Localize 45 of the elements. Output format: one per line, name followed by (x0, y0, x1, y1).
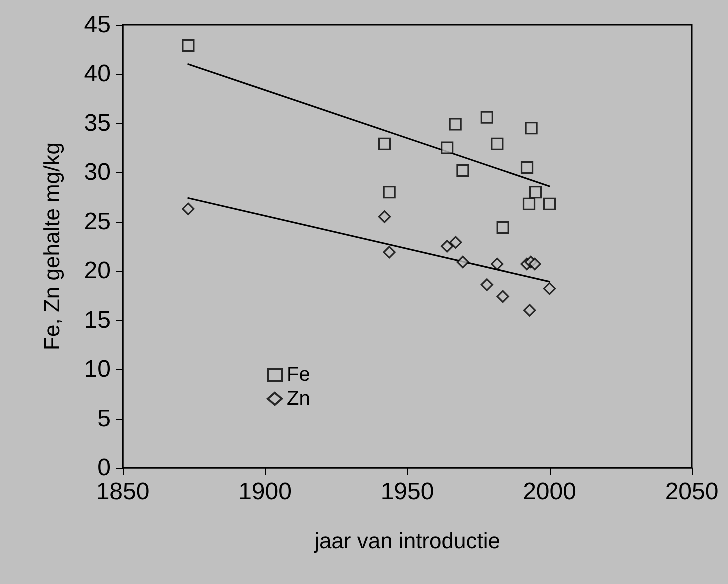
point (383, 246, 396, 259)
y-tick-label: 35 (84, 110, 111, 137)
point (378, 138, 392, 150)
x-tick-label: 1900 (238, 478, 292, 506)
y-tick-label: 40 (84, 60, 111, 88)
y-tick-label: 25 (84, 208, 111, 236)
point (520, 161, 534, 174)
legend-label: Fe (287, 364, 310, 386)
point (456, 256, 470, 269)
x-tick-label: 2000 (523, 478, 576, 506)
x-tick-label: 1850 (96, 478, 150, 506)
point (480, 278, 494, 292)
legend-label: Zn (287, 388, 310, 410)
y-tick-label: 20 (84, 258, 111, 285)
point (530, 186, 542, 199)
y-tick-label: 5 (98, 405, 111, 432)
y-tick-label: 30 (84, 159, 111, 186)
point (441, 240, 454, 253)
point (543, 282, 556, 296)
y-tick-label: 10 (84, 356, 111, 384)
y-tick-label: 45 (84, 12, 111, 38)
point (525, 122, 538, 135)
point (456, 164, 470, 177)
point (450, 236, 462, 249)
y-tick-label: 15 (84, 306, 111, 334)
point (378, 210, 392, 224)
y-tick-label: 0 (98, 454, 111, 482)
point (491, 138, 504, 150)
point (383, 186, 396, 199)
point (543, 198, 556, 210)
point (491, 258, 504, 271)
y-axis-title: Fe, Zn gehalte mg/kg (40, 142, 64, 350)
point (522, 198, 536, 210)
x-tick-label: 1950 (380, 478, 434, 506)
x-axis-title: jaar van introductie (314, 528, 500, 554)
point (496, 221, 510, 234)
point (182, 39, 195, 52)
point (524, 304, 536, 317)
point (441, 142, 454, 154)
point (480, 111, 494, 124)
point (496, 290, 510, 304)
point (449, 118, 462, 131)
x-tick-label: 2050 (665, 478, 719, 506)
point (528, 258, 542, 271)
point (182, 202, 195, 216)
